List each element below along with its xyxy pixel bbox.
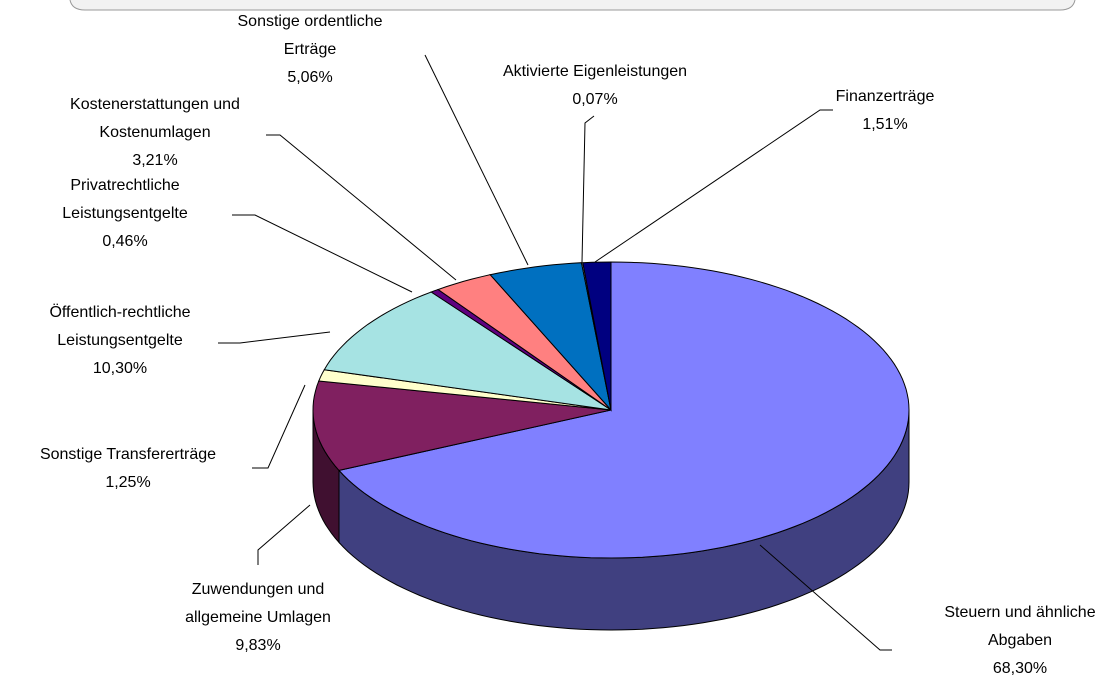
slice-name: Kostenerstattungen und Kostenumlagen <box>70 96 240 141</box>
pie-slice <box>489 262 612 412</box>
slice-label: Aktivierte Eigenleistungen 0,07% <box>455 58 735 114</box>
slice-value: 1,25% <box>105 474 151 491</box>
slice-label: Öffentlich-rechtliche Leistungsentgelte 1… <box>33 299 208 383</box>
pie-slice <box>323 291 612 411</box>
slice-label: Sonstige Transfererträge 1,25% <box>0 441 258 497</box>
slice-label: Kostenerstattungen und Kostenumlagen 3,21… <box>60 91 250 175</box>
slice-value: 9,83% <box>235 637 281 654</box>
slice-value: 0,46% <box>102 233 148 250</box>
slice-name: Sonstige Transfererträge <box>39 446 217 463</box>
slice-label: Sonstige ordentliche Erträge 5,06% <box>225 8 395 92</box>
slice-value: 0,07% <box>572 91 618 108</box>
slice-name: Privatrechtliche Leistungsentgelte <box>62 177 188 222</box>
slice-value: 5,06% <box>287 69 333 86</box>
pie-slice <box>437 274 612 411</box>
slice-label: Privatrechtliche Leistungsentgelte 0,46% <box>50 172 200 256</box>
slice-label: Finanzerträge 1,51% <box>810 83 960 139</box>
slice-value: 3,21% <box>132 152 178 169</box>
slice-label: Steuern und ähnliche Abgaben 68,30% <box>930 599 1099 683</box>
pie-slice <box>582 261 612 411</box>
slice-value: 10,30% <box>92 360 148 377</box>
slice-label: Zuwendungen und allgemeine Umlagen 9,83% <box>178 576 338 660</box>
pie-slice <box>312 380 612 471</box>
frame-edge <box>69 0 1076 11</box>
slice-name: Sonstige ordentliche Erträge <box>237 13 383 58</box>
slice-value: 1,51% <box>862 116 908 133</box>
slice-name: Öffentlich-rechtliche Leistungsentgelte <box>49 304 191 349</box>
slice-name: Aktivierte Eigenleistungen <box>502 63 688 80</box>
leader-lines <box>218 54 892 651</box>
slice-name: Zuwendungen und allgemeine Umlagen <box>185 581 331 626</box>
pie-slice <box>338 261 910 559</box>
slice-value: 68,30% <box>992 660 1048 677</box>
slice-name: Steuern und ähnliche Abgaben <box>944 604 1096 649</box>
slice-name: Finanzerträge <box>835 88 935 105</box>
